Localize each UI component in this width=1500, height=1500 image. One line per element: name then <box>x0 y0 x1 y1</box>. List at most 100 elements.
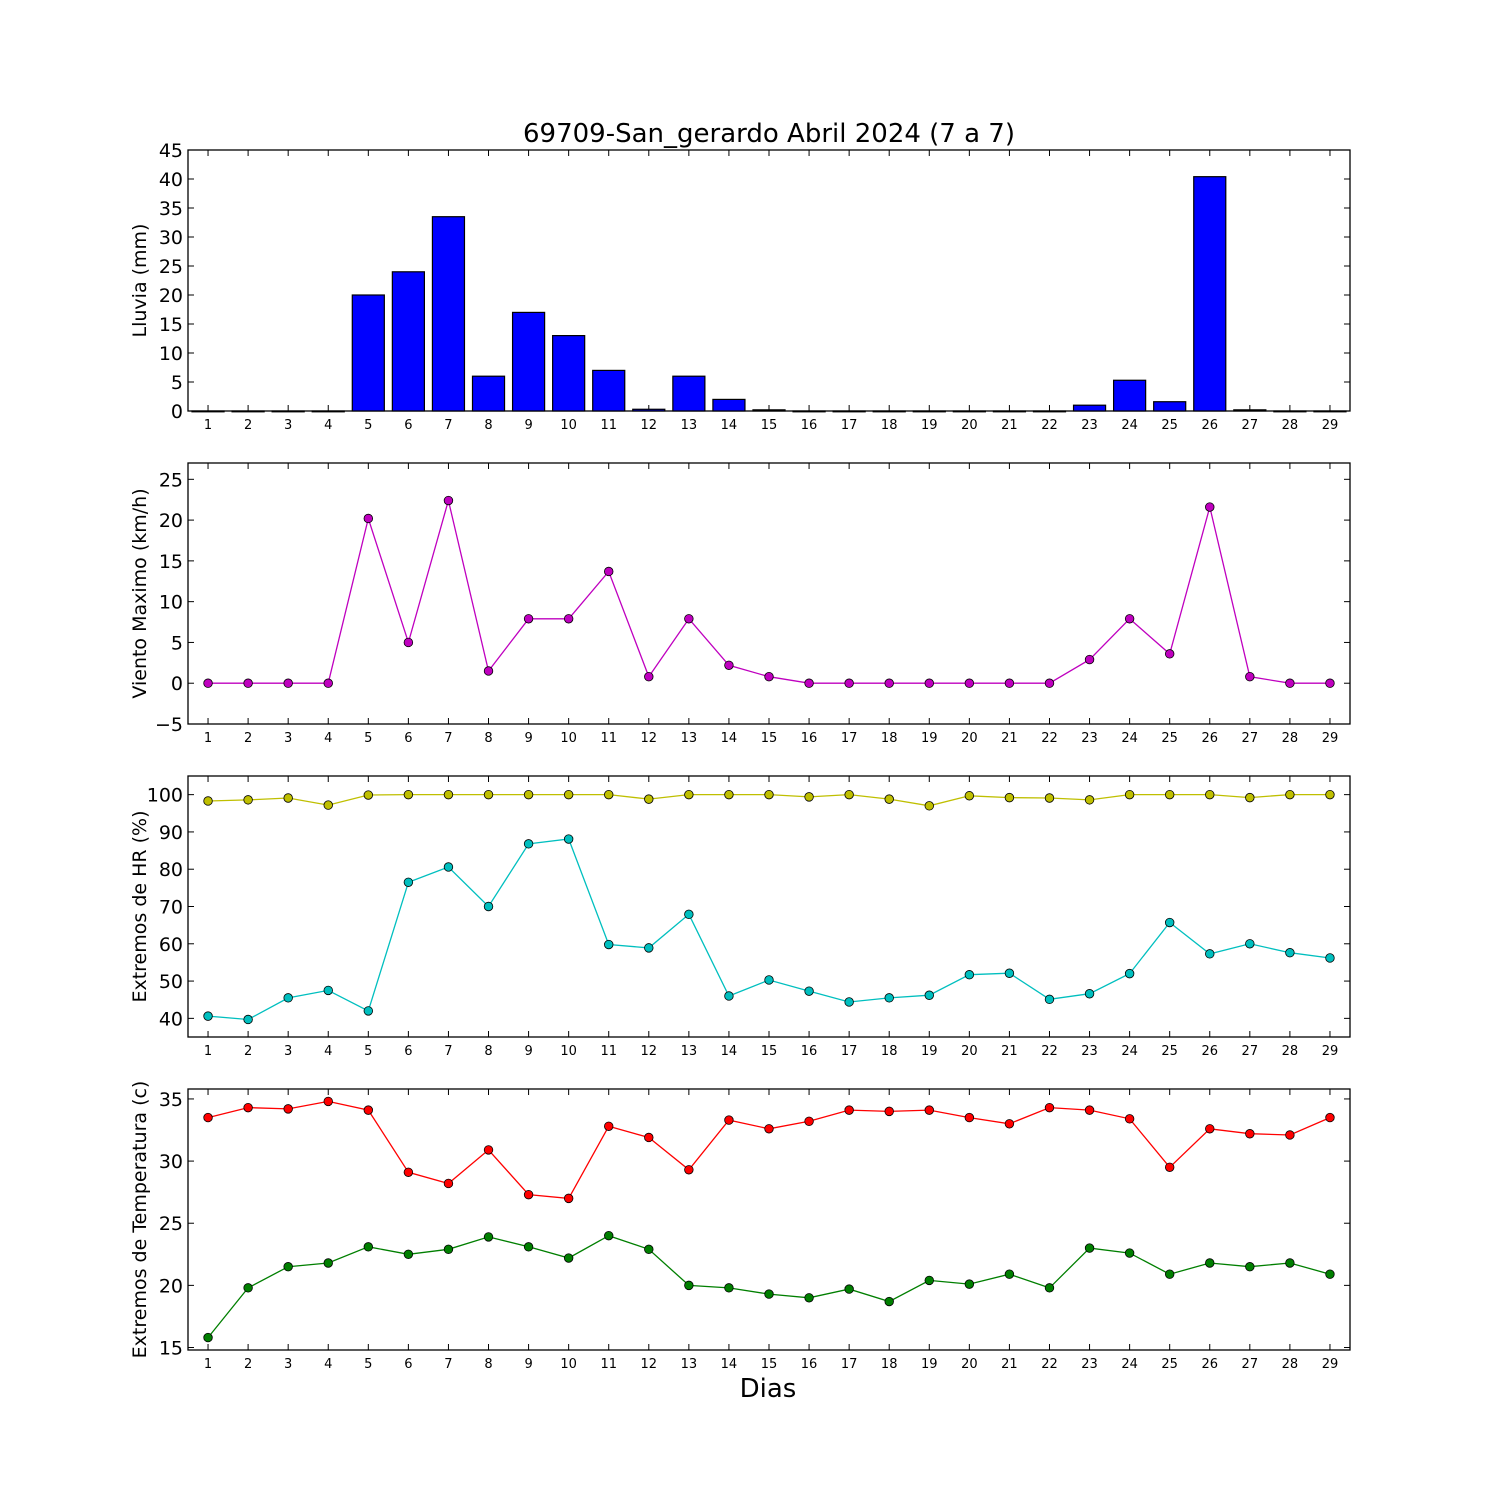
rain-bar-day-27 <box>1233 409 1267 412</box>
series-2-point-day-23 <box>1084 1243 1095 1253</box>
series-2-point-day-3 <box>283 993 293 1003</box>
x-tick-label: 20 <box>961 418 978 433</box>
series-1-point-day-10 <box>563 614 574 624</box>
x-tick-label: 5 <box>364 1357 372 1372</box>
series-1-point-day-22 <box>1044 793 1055 803</box>
x-tick-label: 4 <box>324 1357 332 1372</box>
series-1-point-day-1 <box>203 1112 213 1123</box>
series-1-point-day-3 <box>283 678 293 688</box>
series-1-point-day-10 <box>563 1193 574 1204</box>
series-1-point-day-19 <box>924 678 934 688</box>
series-1-point-day-17 <box>844 789 854 800</box>
y-tick-label: 20 <box>159 285 183 307</box>
series-1-point-day-15 <box>764 1124 774 1134</box>
series-2-point-day-2 <box>243 1283 253 1293</box>
rain-bar-day-1 <box>191 410 225 413</box>
x-tick-label: 29 <box>1322 731 1339 746</box>
rain-bar-day-13 <box>672 375 706 412</box>
series-1-point-day-19 <box>924 801 934 811</box>
series-1-point-day-20 <box>964 678 975 688</box>
series-1-point-day-25 <box>1164 1162 1175 1173</box>
x-tick-label: 26 <box>1201 1044 1218 1059</box>
series-2-point-day-20 <box>964 970 975 980</box>
x-tick-label: 13 <box>681 731 698 746</box>
series-1-point-day-20 <box>964 791 975 801</box>
x-tick-label: 2 <box>244 1044 252 1059</box>
x-tick-label: 29 <box>1322 418 1339 433</box>
x-tick-label: 25 <box>1161 1357 1178 1372</box>
rain-bar-day-21 <box>992 410 1027 413</box>
x-tick-label: 23 <box>1081 1044 1098 1059</box>
y-tick-label: 50 <box>159 971 183 993</box>
x-tick-label: 22 <box>1041 731 1058 746</box>
x-tick-label: 26 <box>1201 1357 1218 1372</box>
series-1-point-day-12 <box>644 794 654 804</box>
plot-area-frame <box>187 462 1351 725</box>
x-tick-label: 8 <box>484 731 492 746</box>
series-2-point-day-4 <box>323 1258 333 1268</box>
y-tick-label: 25 <box>159 1213 183 1235</box>
series-1-point-day-20 <box>964 1112 975 1123</box>
series-1-point-day-23 <box>1084 1105 1095 1115</box>
x-tick-label: 6 <box>404 731 412 746</box>
rain-bar-day-6 <box>391 271 426 412</box>
series-2-point-day-23 <box>1084 989 1095 999</box>
y-tick-label: 40 <box>159 169 183 191</box>
y-tick-label: 20 <box>159 1275 183 1297</box>
series-1-point-day-5 <box>363 790 374 800</box>
rain-bar-day-20 <box>952 410 986 413</box>
series-2-point-day-2 <box>243 1014 253 1025</box>
series-1-point-day-26 <box>1205 1124 1215 1134</box>
y-tick-label: 45 <box>159 140 183 162</box>
y-tick-label: 30 <box>159 227 183 249</box>
rain-bar-day-5 <box>351 294 385 412</box>
x-tick-label: 27 <box>1242 1357 1259 1372</box>
series-1-point-day-1 <box>203 678 213 688</box>
x-tick-label: 29 <box>1322 1357 1339 1372</box>
series-1-point-day-11 <box>604 566 614 577</box>
series-2-point-day-28 <box>1285 1258 1295 1268</box>
x-tick-label: 15 <box>761 1357 778 1372</box>
x-tick-label: 11 <box>600 418 617 433</box>
series-1-point-day-29 <box>1325 1112 1335 1123</box>
x-tick-label: 3 <box>284 1044 292 1059</box>
x-tick-label: 19 <box>921 418 938 433</box>
series-1-point-day-8 <box>483 789 494 800</box>
x-tick-label: 12 <box>641 1044 658 1059</box>
series-2-point-day-27 <box>1245 1262 1255 1272</box>
y-tick-label: 5 <box>171 372 183 394</box>
series-2-point-day-12 <box>644 1244 654 1255</box>
x-tick-label: 23 <box>1081 418 1098 433</box>
series-2-point-day-5 <box>363 1006 374 1016</box>
series-2-point-day-14 <box>724 1283 734 1293</box>
x-tick-label: 1 <box>204 1044 212 1059</box>
x-tick-label: 28 <box>1282 1357 1299 1372</box>
x-tick-label: 6 <box>404 418 412 433</box>
series-2-point-day-27 <box>1245 939 1255 949</box>
series-2-point-day-8 <box>483 901 494 912</box>
x-tick-label: 17 <box>841 1357 858 1372</box>
series-1-point-day-13 <box>684 614 694 624</box>
series-1-point-day-2 <box>243 795 253 805</box>
x-tick-label: 1 <box>204 731 212 746</box>
series-1-point-day-28 <box>1285 789 1295 800</box>
series-1-point-day-23 <box>1084 795 1095 805</box>
y-tick-label: 25 <box>159 469 183 491</box>
rain-bar-day-12 <box>632 408 666 412</box>
series-1-point-day-18 <box>884 1106 894 1117</box>
x-tick-label: 7 <box>444 1044 452 1059</box>
x-tick-label: 3 <box>284 731 292 746</box>
x-tick-label: 8 <box>484 1044 492 1059</box>
x-tick-label: 21 <box>1001 418 1018 433</box>
series-2-point-day-14 <box>724 991 734 1001</box>
y-axis-label: Lluvia (mm) <box>129 224 151 338</box>
x-tick-label: 4 <box>324 418 332 433</box>
x-tick-label: 14 <box>721 1044 738 1059</box>
series-2-point-day-18 <box>884 1296 894 1307</box>
series-1-point-day-19 <box>924 1105 934 1115</box>
series-1-point-day-1 <box>203 796 213 806</box>
x-tick-label: 25 <box>1161 418 1178 433</box>
x-tick-label: 21 <box>1001 1357 1018 1372</box>
